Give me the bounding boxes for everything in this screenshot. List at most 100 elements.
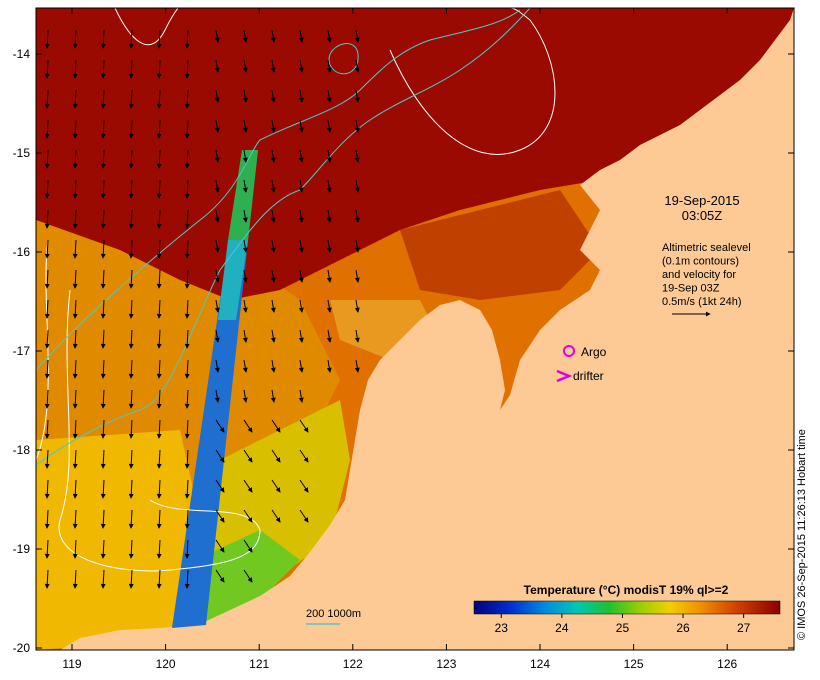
velocity-arrow [184,509,190,529]
velocity-arrow [214,389,220,403]
velocity-arrow [242,329,248,343]
velocity-arrow [128,179,134,199]
velocity-arrow [299,419,309,433]
velocity-arrow [215,509,225,523]
velocity-arrow [72,59,78,79]
velocity-arrow [215,449,225,463]
velocity-arrow [100,29,106,49]
velocity-arrow [44,59,50,79]
velocity-arrow [100,569,106,589]
velocity-arrow [354,269,360,283]
velocity-arrow [156,209,162,229]
velocity-arrow [354,209,360,223]
velocity-arrow [242,89,248,103]
velocity-arrow [128,539,134,559]
velocity-arrow [242,59,248,73]
velocity-arrow [184,569,190,589]
velocity-arrow [184,179,190,199]
velocity-arrow [128,389,134,409]
velocity-arrow [214,29,220,43]
velocity-arrow [326,179,332,193]
velocity-arrow [354,59,360,73]
lat-tick-label: -20 [13,641,31,655]
velocity-arrow [156,329,162,349]
velocity-arrow [298,149,304,163]
velocity-arrow [128,359,134,379]
velocity-arrow [270,29,276,43]
velocity-arrow [326,119,332,133]
velocity-arrow [354,149,360,163]
velocity-arrow [242,179,248,193]
velocity-arrow [242,239,248,253]
velocity-arrow [156,359,162,379]
velocity-arrow [128,569,134,589]
velocity-arrow [298,119,304,133]
velocity-arrow [242,29,248,43]
velocity-arrow [100,449,106,469]
date-line-1: 19-Sep-2015 [664,193,739,208]
velocity-arrow [270,329,276,343]
velocity-arrow [72,239,78,259]
legend-line: (0.1m contours) [662,256,739,268]
velocity-arrow [72,209,78,229]
lon-tick-label: 123 [436,657,456,671]
velocity-arrow [298,209,304,223]
colorbar-tick-label: 23 [495,621,509,635]
velocity-arrow [156,449,162,469]
velocity-arrow [354,89,360,103]
lon-tick-label: 124 [530,657,550,671]
velocity-arrow [156,539,162,559]
velocity-arrow [44,389,50,409]
velocity-arrow [214,329,220,343]
velocity-arrow [128,29,134,49]
velocity-arrow [44,299,50,319]
isobath-label: 200 1000m [306,608,361,620]
velocity-arrow [100,419,106,439]
velocity-arrow [72,509,78,529]
velocity-arrow [100,389,106,409]
velocity-arrow [156,569,162,589]
velocity-arrow [184,29,190,49]
velocity-arrow [44,539,50,559]
velocity-arrow [44,239,50,259]
velocity-arrow [214,299,220,313]
velocity-vectors [44,29,360,589]
velocity-arrow [44,149,50,169]
velocity-arrow [215,569,225,583]
velocity-arrow [326,209,332,223]
velocity-arrow [326,269,332,283]
velocity-arrow [100,479,106,499]
velocity-arrow [184,449,190,469]
velocity-arrow [72,269,78,289]
velocity-arrow [354,329,360,343]
velocity-arrow [128,449,134,469]
argo-label: Argo [581,345,607,359]
velocity-arrow [156,419,162,439]
velocity-arrow [156,299,162,319]
colorbar-tick-label: 24 [555,621,569,635]
velocity-arrow [156,239,162,259]
lon-tick-label: 120 [156,657,176,671]
velocity-arrow [72,479,78,499]
velocity-arrow [100,179,106,199]
argo-marker [563,345,575,357]
velocity-arrow [156,149,162,169]
lat-tick-label: -18 [13,443,31,457]
velocity-arrow [156,509,162,529]
drifter-label: drifter [573,369,604,383]
velocity-arrow [326,359,332,373]
lat-tick-label: -19 [13,542,31,556]
velocity-arrow [100,539,106,559]
velocity-arrow [100,89,106,109]
velocity-arrow [44,479,50,499]
lat-tick-label: -14 [13,47,31,61]
velocity-arrow [72,419,78,439]
velocity-arrow [100,209,106,229]
velocity-arrow [270,389,276,403]
velocity-arrow [242,389,248,403]
velocity-arrow [326,329,332,343]
velocity-arrow [271,419,281,433]
velocity-arrow [214,179,220,193]
velocity-arrow [270,269,276,283]
